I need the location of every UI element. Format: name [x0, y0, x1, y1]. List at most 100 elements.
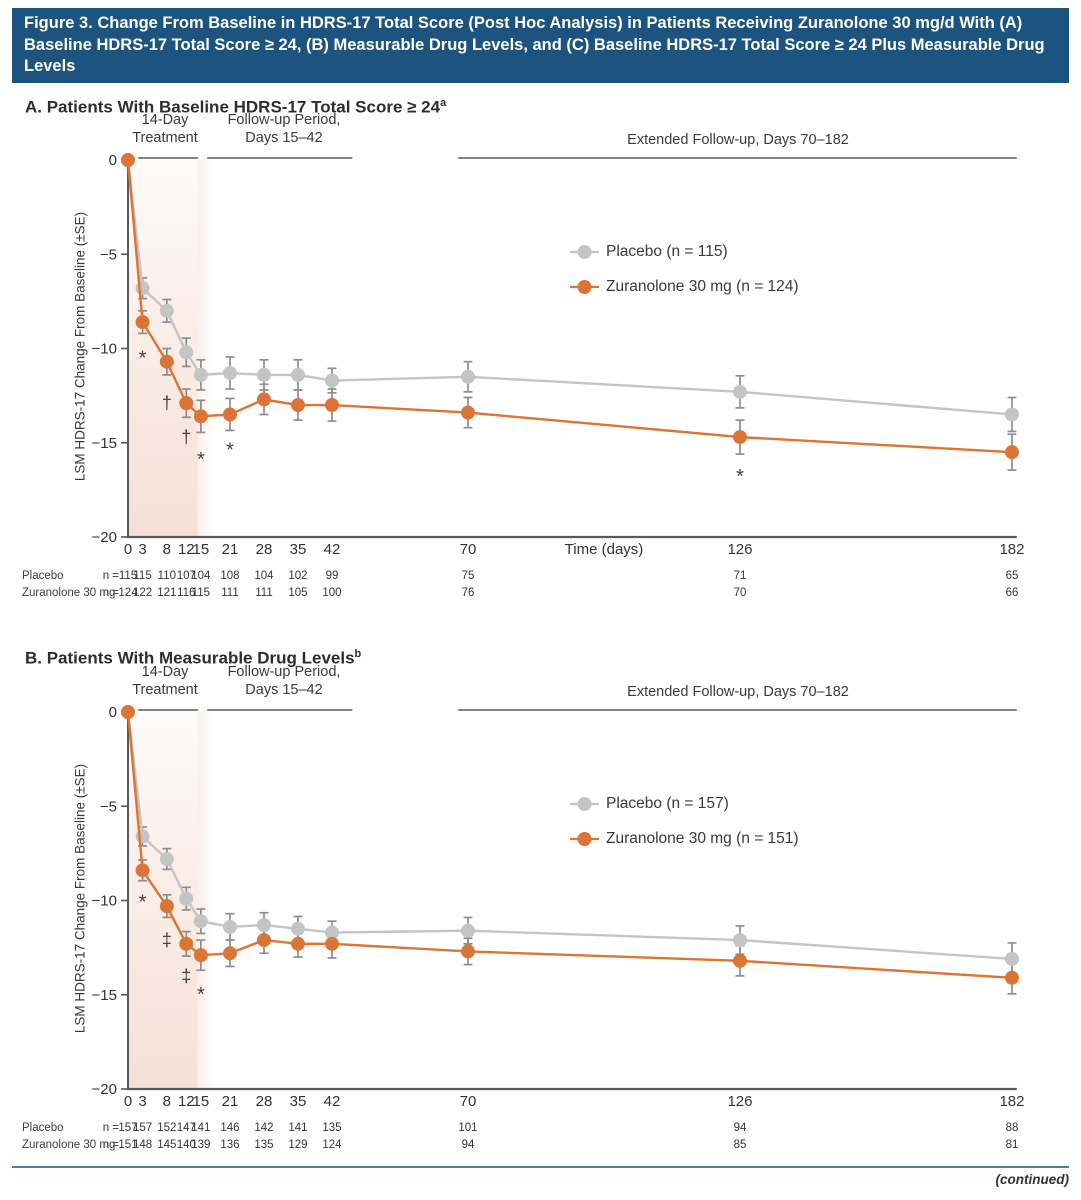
svg-text:42: 42	[324, 1093, 341, 1110]
svg-text:107: 107	[177, 570, 196, 582]
period-label-line1: Follow-up Period,	[227, 664, 341, 680]
panel-b-ntable-row-placebo: Placebo	[22, 1122, 64, 1134]
svg-text:76: 76	[462, 587, 475, 599]
panel-b-period-extended: Extended Follow-up, Days 70–182	[568, 683, 908, 701]
svg-text:115: 115	[133, 570, 151, 582]
svg-text:†: †	[162, 393, 172, 413]
svg-text:105: 105	[288, 587, 307, 599]
panel-b-y-axis-label: LSM HDRS-17 Change From Baseline (±SE)	[72, 763, 88, 1034]
svg-text:−20: −20	[92, 529, 117, 546]
svg-text:71: 71	[734, 570, 747, 582]
svg-text:n =: n =	[103, 587, 120, 599]
svg-text:94: 94	[462, 1139, 475, 1151]
svg-text:147: 147	[177, 1122, 196, 1134]
svg-text:21: 21	[222, 541, 239, 558]
period-label-line1: Extended Follow-up, Days 70–182	[627, 132, 849, 148]
svg-text:65: 65	[1006, 570, 1019, 582]
svg-text:126: 126	[727, 541, 752, 558]
svg-text:148: 148	[133, 1139, 152, 1151]
svg-text:70: 70	[734, 587, 747, 599]
continued-label: (continued)	[995, 1172, 1070, 1187]
svg-text:*: *	[197, 449, 205, 471]
svg-text:102: 102	[288, 570, 307, 582]
period-label-line1: 14-Day	[141, 112, 189, 128]
svg-text:35: 35	[290, 1093, 307, 1110]
svg-text:21: 21	[222, 1093, 239, 1110]
svg-text:141: 141	[191, 1122, 210, 1134]
panel-a-title-text: A. Patients With Baseline HDRS-17 Total …	[25, 97, 441, 117]
svg-text:12: 12	[178, 541, 195, 558]
panel-b-title: B. Patients With Measurable Drug Levelsb	[25, 644, 361, 669]
panel-a-ntable-row-placebo: Placebo	[22, 570, 64, 582]
svg-text:Time (days): Time (days)	[565, 541, 644, 558]
svg-text:*: *	[197, 984, 205, 1006]
panel-a-period-treatment: 14-Day Treatment	[95, 111, 235, 147]
panel-b-period-treatment: 14-Day Treatment	[95, 663, 235, 699]
svg-text:85: 85	[734, 1139, 747, 1151]
svg-text:142: 142	[254, 1122, 273, 1134]
svg-text:*: *	[226, 440, 234, 462]
svg-text:152: 152	[157, 1122, 176, 1134]
svg-text:n =: n =	[103, 570, 120, 582]
period-label-line1: Follow-up Period,	[227, 112, 341, 128]
svg-text:126: 126	[727, 1093, 752, 1110]
svg-text:8: 8	[163, 1093, 171, 1110]
svg-text:111: 111	[221, 587, 238, 599]
svg-text:146: 146	[220, 1122, 239, 1134]
svg-text:12: 12	[178, 1093, 195, 1110]
svg-text:15: 15	[193, 1093, 210, 1110]
panel-a-ntable-row-zuranolone: Zuranolone 30 mg	[22, 587, 116, 599]
svg-text:141: 141	[288, 1122, 307, 1134]
svg-text:182: 182	[999, 1093, 1024, 1110]
svg-text:145: 145	[157, 1139, 176, 1151]
panel-b-period-followup: Follow-up Period, Days 15–42	[194, 663, 374, 699]
svg-text:139: 139	[191, 1139, 210, 1151]
svg-text:8: 8	[163, 541, 171, 558]
svg-text:136: 136	[220, 1139, 239, 1151]
svg-text:*: *	[139, 347, 147, 369]
panel-a-period-followup: Follow-up Period, Days 15–42	[194, 111, 374, 147]
svg-text:75: 75	[462, 570, 475, 582]
svg-text:135: 135	[322, 1122, 341, 1134]
panel-a-title: A. Patients With Baseline HDRS-17 Total …	[25, 93, 446, 118]
svg-text:140: 140	[177, 1139, 196, 1151]
period-label-line2: Days 15–42	[245, 682, 323, 698]
period-label-line2: Days 15–42	[245, 130, 323, 146]
svg-text:108: 108	[220, 570, 239, 582]
svg-text:3: 3	[138, 1093, 146, 1110]
panel-b-title-text: B. Patients With Measurable Drug Levels	[25, 648, 355, 668]
svg-text:70: 70	[460, 1093, 477, 1110]
svg-text:88: 88	[1006, 1122, 1019, 1134]
panel-a-title-superscript: a	[440, 97, 447, 109]
svg-text:135: 135	[254, 1139, 273, 1151]
svg-text:−15: −15	[92, 987, 117, 1004]
svg-text:104: 104	[191, 570, 211, 582]
svg-text:42: 42	[324, 541, 341, 558]
svg-text:101: 101	[458, 1122, 477, 1134]
svg-text:n =: n =	[103, 1139, 120, 1151]
svg-text:157: 157	[118, 1122, 137, 1134]
svg-text:111: 111	[255, 587, 272, 599]
svg-text:70: 70	[460, 541, 477, 558]
svg-text:−5: −5	[100, 798, 117, 815]
panel-a-y-axis-label: LSM HDRS-17 Change From Baseline (±SE)	[72, 211, 88, 482]
period-label-line2: Treatment	[132, 682, 198, 698]
svg-text:0: 0	[124, 541, 132, 558]
svg-text:†: †	[181, 427, 191, 447]
svg-text:−10: −10	[92, 893, 117, 910]
svg-text:94: 94	[734, 1122, 747, 1134]
svg-text:‡: ‡	[181, 966, 191, 986]
svg-text:−5: −5	[100, 246, 117, 263]
svg-text:‡: ‡	[162, 930, 172, 950]
svg-text:3: 3	[138, 541, 146, 558]
svg-text:116: 116	[177, 587, 195, 599]
period-label-line1: Extended Follow-up, Days 70–182	[627, 684, 849, 700]
continued-divider	[12, 1166, 1069, 1168]
svg-text:99: 99	[326, 570, 339, 582]
svg-text:−10: −10	[92, 341, 117, 358]
svg-text:−15: −15	[92, 435, 117, 452]
svg-text:66: 66	[1006, 587, 1019, 599]
svg-text:35: 35	[290, 541, 307, 558]
